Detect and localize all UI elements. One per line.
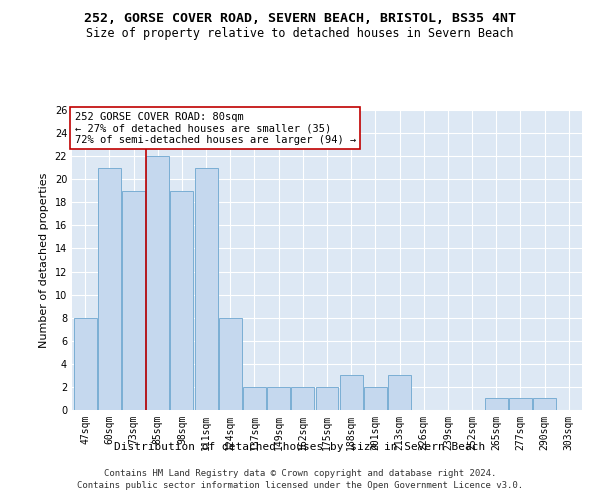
Bar <box>243 387 266 410</box>
Text: Contains HM Land Registry data © Crown copyright and database right 2024.: Contains HM Land Registry data © Crown c… <box>104 468 496 477</box>
Bar <box>316 387 338 410</box>
Bar <box>267 387 290 410</box>
Bar <box>364 387 387 410</box>
Bar <box>292 387 314 410</box>
Text: Contains public sector information licensed under the Open Government Licence v3: Contains public sector information licen… <box>77 481 523 490</box>
Text: 252, GORSE COVER ROAD, SEVERN BEACH, BRISTOL, BS35 4NT: 252, GORSE COVER ROAD, SEVERN BEACH, BRI… <box>84 12 516 26</box>
Bar <box>388 376 411 410</box>
Bar <box>509 398 532 410</box>
Bar <box>533 398 556 410</box>
Bar <box>122 191 145 410</box>
Bar <box>74 318 97 410</box>
Text: 252 GORSE COVER ROAD: 80sqm
← 27% of detached houses are smaller (35)
72% of sem: 252 GORSE COVER ROAD: 80sqm ← 27% of det… <box>74 112 356 144</box>
Bar <box>485 398 508 410</box>
Y-axis label: Number of detached properties: Number of detached properties <box>39 172 49 348</box>
Text: Distribution of detached houses by size in Severn Beach: Distribution of detached houses by size … <box>115 442 485 452</box>
Bar <box>146 156 169 410</box>
Bar <box>219 318 242 410</box>
Bar <box>98 168 121 410</box>
Text: Size of property relative to detached houses in Severn Beach: Size of property relative to detached ho… <box>86 28 514 40</box>
Bar <box>340 376 362 410</box>
Bar <box>170 191 193 410</box>
Bar <box>194 168 218 410</box>
